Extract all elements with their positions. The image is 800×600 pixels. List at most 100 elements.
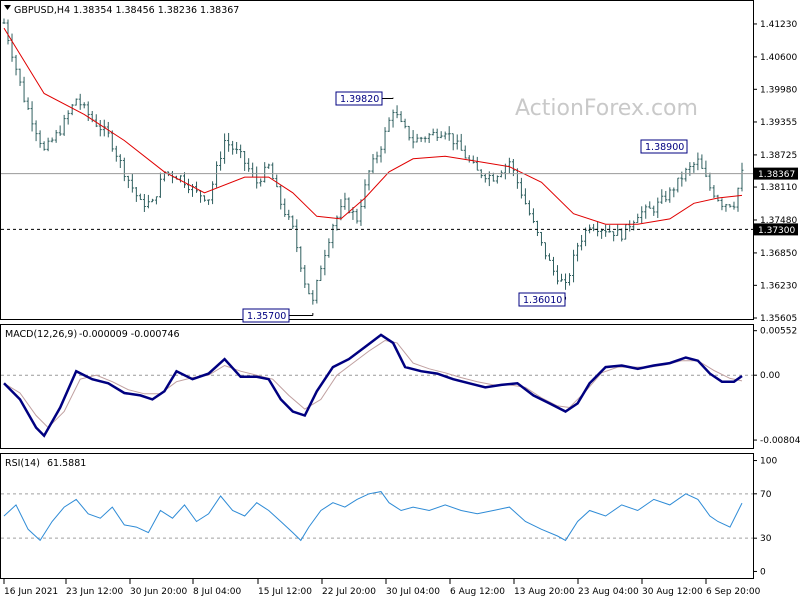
price-bar [724, 203, 728, 212]
price-bar [736, 187, 740, 212]
price-tick-label: 1.36850 [760, 249, 797, 259]
price-bar [231, 140, 235, 155]
price-tick-label: 1.38110 [760, 183, 797, 193]
price-bar [34, 120, 38, 142]
price-bar [403, 118, 407, 129]
price-bar [612, 231, 616, 242]
watermark: ActionForex.com [515, 96, 698, 121]
rsi-line [3, 491, 743, 542]
price-bar [283, 198, 287, 217]
price-bar [684, 167, 688, 182]
price-bar [26, 97, 30, 110]
price-bar [303, 264, 307, 289]
price-bar [263, 162, 267, 183]
price-tick-label: 1.38725 [760, 151, 797, 161]
price-bar [311, 290, 315, 305]
swing-label-box [518, 292, 566, 307]
price-bar [700, 154, 704, 169]
price-bar [576, 242, 580, 262]
price-bar [18, 68, 22, 86]
price-bar [118, 154, 122, 169]
price-bar [14, 54, 18, 76]
price-bar [391, 109, 395, 128]
price-bar [704, 160, 708, 178]
x-tick-label: 8 Jul 04:00 [193, 587, 242, 597]
price-bar [728, 204, 732, 208]
price-tick-label: 1.41230 [760, 20, 797, 30]
price-bar [712, 185, 716, 199]
swing-label: 1.35700 [247, 311, 286, 322]
macd-panel-frame [0, 324, 754, 449]
x-tick-label: 30 Jul 04:00 [386, 587, 440, 597]
swing-label-box [640, 139, 688, 154]
price-bar [467, 155, 471, 163]
price-bar [287, 209, 291, 220]
swing-label: 1.38900 [645, 142, 684, 153]
price-bar [632, 220, 636, 231]
price-bar [620, 228, 624, 242]
price-panel-frame [0, 0, 754, 320]
x-tick-label: 23 Jun 12:00 [66, 587, 123, 597]
price-bar [331, 223, 335, 249]
rsi-title: RSI(14) [5, 458, 40, 469]
swing-label-box [242, 308, 290, 323]
price-bar [644, 204, 648, 219]
price-bar [351, 206, 355, 220]
price-bar [291, 215, 295, 229]
price-bar [600, 228, 604, 239]
price-bar [319, 265, 323, 282]
price-bar [427, 132, 431, 144]
price-bar [46, 137, 50, 152]
price-bar [692, 162, 696, 173]
price-bar [640, 206, 644, 223]
price-bar [10, 33, 14, 62]
price-bar [592, 223, 596, 232]
x-tick-label: 23 Aug 04:00 [578, 587, 639, 597]
price-bar [371, 154, 375, 174]
price-bar [339, 199, 343, 221]
price-bar [227, 132, 231, 152]
price-bar [507, 157, 511, 174]
price-bar [279, 185, 283, 210]
price-bar [560, 273, 564, 282]
price-bar [676, 177, 680, 193]
price-tick-label: 1.39355 [760, 118, 797, 128]
price-bar [38, 130, 42, 148]
price-bar [207, 199, 211, 205]
price-bar [239, 144, 243, 159]
header-ohlc: GBPUSD,H4 1.38354 1.38456 1.38236 1.3836… [14, 5, 239, 16]
price-bar [648, 201, 652, 209]
swing-label: 1.39820 [340, 94, 379, 105]
price-bar [54, 129, 58, 143]
price-bar [439, 131, 443, 139]
macd-tick-label: 0.00 [760, 371, 780, 381]
price-bar [30, 101, 34, 132]
macd-values: -0.000009 -0.000746 [79, 329, 180, 340]
price-bar [2, 18, 6, 24]
moving-average-line [3, 27, 743, 225]
price-bar [122, 157, 126, 182]
price-bar [543, 242, 547, 260]
price-bar [307, 283, 311, 295]
price-bar [363, 179, 367, 209]
price-bar [251, 162, 255, 178]
price-bar [616, 224, 620, 236]
rsi-panel-frame [0, 453, 754, 579]
price-bar [94, 114, 98, 128]
price-bar [142, 193, 146, 212]
price-bar [395, 105, 399, 119]
x-tick-label: 6 Aug 12:00 [450, 587, 505, 597]
rsi-tick-label: 0 [760, 567, 766, 577]
price-bar [130, 173, 134, 193]
price-bar [399, 111, 403, 123]
price-bar [243, 151, 247, 171]
price-bar [604, 224, 608, 237]
price-tick-label: 1.37480 [760, 216, 797, 226]
rsi-tick-label: 30 [760, 534, 772, 544]
price-bar [66, 110, 70, 125]
x-tick-label: 13 Aug 20:00 [514, 587, 575, 597]
price-bar [431, 128, 435, 136]
price-bar [547, 253, 551, 261]
dropdown-arrow-icon[interactable] [4, 5, 11, 10]
